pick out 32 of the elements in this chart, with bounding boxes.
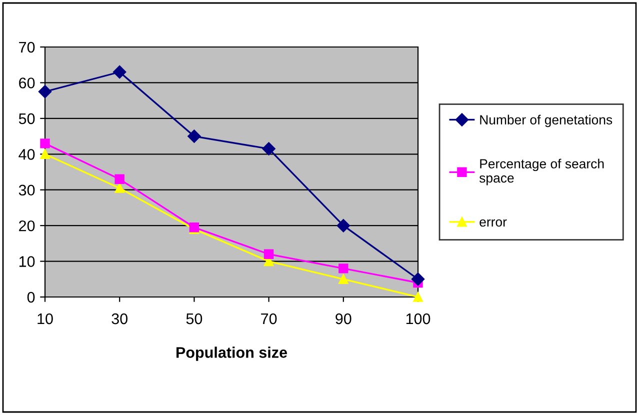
legend-label: error (480, 219, 507, 227)
x-tick-label: 10 (38, 313, 53, 324)
point (114, 183, 124, 193)
point (38, 85, 52, 98)
point (336, 218, 350, 232)
y-tick-label: 40 (18, 149, 35, 160)
point (411, 272, 425, 286)
point (188, 130, 201, 143)
x-tick-label: 70 (261, 313, 277, 324)
y-tick-label: 70 (19, 42, 35, 53)
x-tick-label: 30 (112, 313, 128, 324)
point (113, 65, 126, 79)
y-tick-label: 50 (18, 113, 35, 124)
point (338, 274, 348, 284)
legend-label: Number of genetations (480, 114, 612, 128)
point (264, 249, 274, 260)
point (262, 142, 276, 156)
x-tick-label: 100 (406, 313, 430, 324)
x-tick-label: 50 (186, 313, 202, 324)
y-tick-label: 60 (19, 78, 35, 88)
point (40, 138, 50, 148)
point (114, 174, 124, 184)
x-tick-label: 90 (336, 313, 352, 324)
y-tick-label: 0 (27, 292, 35, 303)
x-axis-title: Population size (176, 346, 288, 361)
point (413, 292, 423, 302)
legend-label: Percentage of search space (479, 158, 604, 186)
y-tick-label: 10 (19, 256, 35, 267)
point (338, 264, 348, 274)
y-tick-label: 30 (18, 184, 35, 196)
point (40, 149, 50, 160)
y-tick-label: 20 (19, 220, 35, 232)
